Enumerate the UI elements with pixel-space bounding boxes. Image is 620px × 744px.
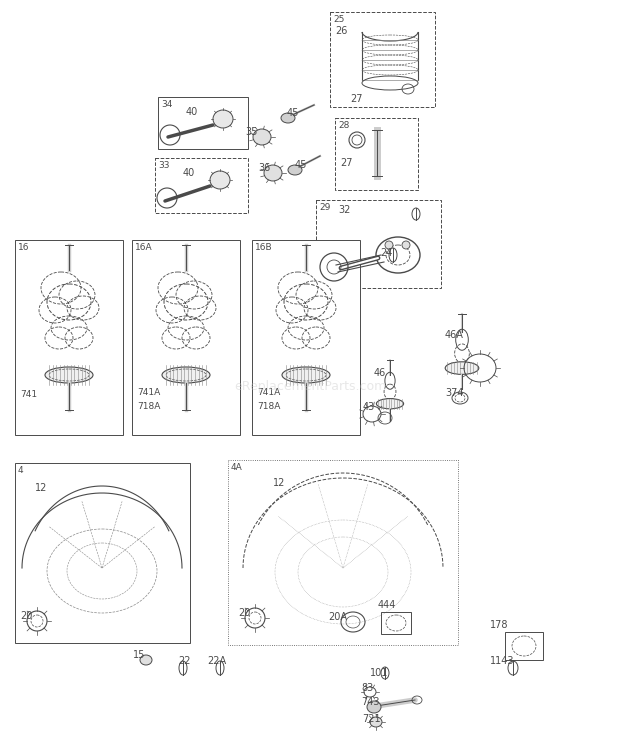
Text: 35: 35: [245, 127, 257, 137]
Ellipse shape: [288, 165, 302, 175]
Text: 741: 741: [20, 390, 37, 399]
Ellipse shape: [281, 113, 295, 123]
Ellipse shape: [45, 367, 93, 383]
Text: 26: 26: [335, 26, 347, 36]
Text: 46A: 46A: [445, 330, 464, 340]
Text: 444: 444: [378, 600, 396, 610]
Text: 34: 34: [161, 100, 172, 109]
Text: 28: 28: [338, 121, 350, 130]
Text: 45: 45: [295, 160, 308, 170]
Text: 374: 374: [445, 388, 464, 398]
Text: 36: 36: [258, 163, 270, 173]
Text: 27: 27: [350, 94, 363, 104]
Bar: [335, 118, 418, 190]
Text: 16A: 16A: [135, 243, 153, 252]
Text: 40: 40: [183, 168, 195, 178]
Text: 20: 20: [20, 611, 32, 621]
Text: 33: 33: [158, 161, 169, 170]
Text: 741A: 741A: [257, 388, 280, 397]
Text: 16B: 16B: [255, 243, 273, 252]
Bar: [505, 632, 543, 660]
Bar: [15, 463, 190, 643]
Bar: [316, 200, 441, 288]
Text: 20A: 20A: [328, 612, 347, 622]
Text: 24: 24: [380, 248, 392, 258]
Bar: [15, 240, 123, 435]
Text: 25: 25: [333, 15, 344, 24]
Text: 46: 46: [374, 368, 386, 378]
Text: 43: 43: [363, 402, 375, 412]
Ellipse shape: [445, 362, 479, 374]
Text: 743: 743: [361, 697, 379, 707]
Text: 16: 16: [18, 243, 30, 252]
Ellipse shape: [253, 129, 271, 145]
Text: 178: 178: [490, 620, 508, 630]
Text: 721: 721: [362, 714, 381, 724]
Bar: [155, 158, 248, 213]
Text: 40: 40: [186, 107, 198, 117]
Text: 22A: 22A: [207, 656, 226, 666]
Bar: [252, 240, 360, 435]
Ellipse shape: [140, 655, 152, 665]
Text: 12: 12: [35, 483, 47, 493]
Ellipse shape: [264, 165, 282, 181]
Text: 718A: 718A: [137, 402, 161, 411]
Text: 20: 20: [238, 608, 250, 618]
Text: 4: 4: [18, 466, 24, 475]
Ellipse shape: [282, 367, 330, 383]
Text: 12: 12: [273, 478, 285, 488]
Ellipse shape: [213, 110, 233, 128]
Text: 15: 15: [133, 650, 145, 660]
Text: 22: 22: [178, 656, 190, 666]
Text: 4A: 4A: [231, 463, 243, 472]
Circle shape: [402, 241, 410, 249]
Ellipse shape: [367, 701, 381, 713]
Circle shape: [385, 241, 393, 249]
Text: 29: 29: [319, 203, 330, 212]
Bar: [330, 12, 435, 107]
Bar: [381, 612, 411, 634]
Text: 27: 27: [340, 158, 353, 168]
Ellipse shape: [162, 367, 210, 383]
Text: 83: 83: [361, 683, 373, 693]
Text: eReplacementParts.com: eReplacementParts.com: [234, 380, 386, 394]
Text: 101: 101: [370, 668, 388, 678]
Text: 741A: 741A: [137, 388, 160, 397]
Text: 45: 45: [287, 108, 299, 118]
Text: 1143: 1143: [490, 656, 515, 666]
Bar: [132, 240, 240, 435]
Ellipse shape: [370, 717, 382, 727]
Ellipse shape: [210, 171, 230, 189]
Text: 32: 32: [338, 205, 350, 215]
Bar: [158, 97, 248, 149]
Text: 718A: 718A: [257, 402, 280, 411]
Ellipse shape: [376, 399, 404, 408]
Bar: [228, 460, 458, 645]
